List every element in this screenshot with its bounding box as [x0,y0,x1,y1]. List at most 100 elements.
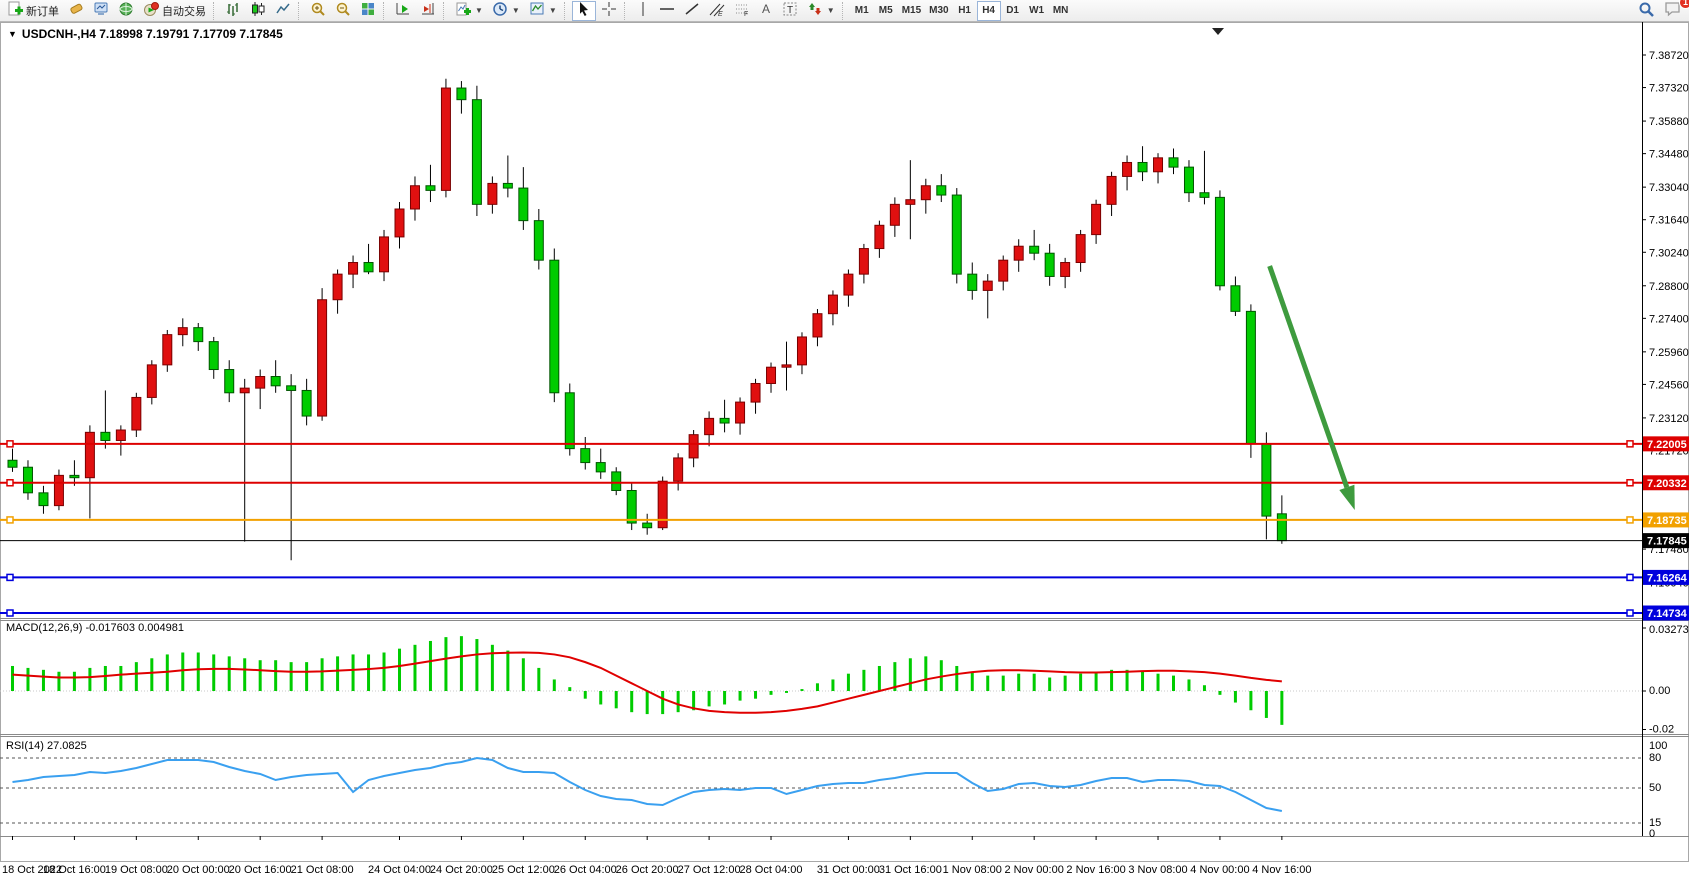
indicators-button[interactable]: ▼ [451,1,487,21]
time-axis-label: 27 Oct 12:00 [677,864,741,876]
line-price-badge-label: 7.14734 [1647,608,1688,620]
candle-body [1276,513,1287,542]
crosshair-button[interactable] [597,1,621,21]
time-axis-label: 24 Oct 20:00 [429,864,493,876]
time-axis-label: 28 Oct 04:00 [739,864,803,876]
horizontal-line-button[interactable] [655,1,679,21]
rsi-axis-label: 80 [1649,752,1661,764]
timeframe-d1-button[interactable]: D1 [1001,1,1025,21]
line-handle[interactable] [6,479,14,487]
timeframe-m5-button[interactable]: M5 [874,1,898,21]
arrows-button[interactable]: ▼ [803,1,839,21]
svg-text:T: T [787,5,793,16]
candle-body [858,248,869,275]
timeframe-m15-button[interactable]: M15 [898,1,925,21]
autotrading-button[interactable]: 自动交易 [139,1,210,21]
zoom-out-button[interactable] [331,1,355,21]
trendline-icon [684,1,700,20]
text-a-icon: A [759,1,773,20]
time-axis-label: 26 Oct 04:00 [553,864,617,876]
line-handle[interactable] [6,609,14,617]
price-tick-label: 7.24560 [1649,379,1689,391]
candle-body [905,199,916,205]
text-button[interactable]: A [755,1,777,21]
macd-signal-line [12,651,1282,714]
periods-button[interactable]: ▼ [488,1,524,21]
candle-body [564,392,575,450]
timeframe-m1-button[interactable]: M1 [850,1,874,21]
line-handle[interactable] [1626,479,1634,487]
candle-body [1122,161,1133,177]
candle-body [162,334,173,366]
auto-scroll-button[interactable] [391,1,415,21]
timeframe-m30-button[interactable]: M30 [925,1,952,21]
timeframe-w1-button[interactable]: W1 [1025,1,1049,21]
price-line-badge [1643,475,1689,491]
macd-axis-label: -0.02 [1649,723,1674,735]
line-chart-icon [275,1,291,20]
line-handle[interactable] [1626,516,1634,524]
autotrading-icon [143,1,159,20]
price-tick-label: 7.31640 [1649,215,1689,227]
cursor-button[interactable] [571,0,596,21]
search-button[interactable] [1634,1,1659,21]
dropdown-caret: ▼ [511,6,520,15]
one-click-trading-toggle[interactable]: ▼ [8,29,17,39]
text-label-button[interactable]: T [778,1,802,21]
equidistant-channel-button[interactable]: E [705,1,729,21]
candle-body [1214,196,1225,287]
candle-body [332,273,343,301]
bar-chart-button[interactable] [221,1,245,21]
navigator-button[interactable] [114,1,138,21]
line-handle[interactable] [1626,440,1634,448]
svg-text:A: A [762,2,770,16]
chart-shift-marker[interactable] [1212,28,1224,35]
zoom-in-button[interactable] [306,1,330,21]
trendline-button[interactable] [680,1,704,21]
bar-chart-icon [225,1,241,20]
clock-icon [492,1,508,20]
candle-body [549,259,560,394]
candle-body [224,369,235,394]
rsi-axis-label: 15 [1649,817,1661,829]
fibonacci-button[interactable]: F [730,1,754,21]
line-chart-button[interactable] [271,1,295,21]
candle-body [84,431,95,479]
timeframe-mn-button[interactable]: MN [1049,1,1073,21]
candle-body [1137,161,1148,173]
candle-body [657,480,668,529]
candle-body [580,448,591,464]
line-handle[interactable] [1626,609,1634,617]
candle-body [611,471,622,491]
line-handle[interactable] [6,440,14,448]
time-axis-label: 4 Nov 00:00 [1190,864,1250,876]
candle-body [7,459,18,468]
horizontal-line-icon [659,1,675,20]
candle-body [982,280,993,291]
timeframe-h1-button[interactable]: H1 [953,1,977,21]
templates-button[interactable]: ▼ [525,1,561,21]
trend-arrow-head[interactable] [1339,484,1355,511]
line-handle[interactable] [6,573,14,582]
notification-badge[interactable]: 1 [1678,0,1689,9]
market-watch-button[interactable] [89,1,113,21]
line-handle[interactable] [6,516,14,524]
time-axis-label: 21 Oct 08:00 [290,864,354,876]
candlestick-chart-button[interactable] [246,1,270,21]
rsi-line [12,756,1283,812]
auto-scroll-icon [395,1,411,20]
profiles-button[interactable] [64,1,88,21]
new-order-button[interactable]: 新订单 [3,1,63,21]
vertical-line-button[interactable] [632,1,654,21]
line-handle[interactable] [1626,573,1634,582]
candle-body [1183,166,1194,194]
arrows-icon [807,1,823,20]
candle-body [1044,252,1055,277]
rsi-axis-label: 50 [1649,782,1661,794]
trend-arrow-line[interactable] [1267,265,1350,489]
chart-shift-icon [420,1,436,20]
timeframe-h4-button[interactable]: H4 [976,0,1001,21]
line-price-badge-label: 7.22005 [1647,439,1687,451]
chart-shift-button[interactable] [416,1,440,21]
tile-windows-button[interactable] [356,1,380,21]
